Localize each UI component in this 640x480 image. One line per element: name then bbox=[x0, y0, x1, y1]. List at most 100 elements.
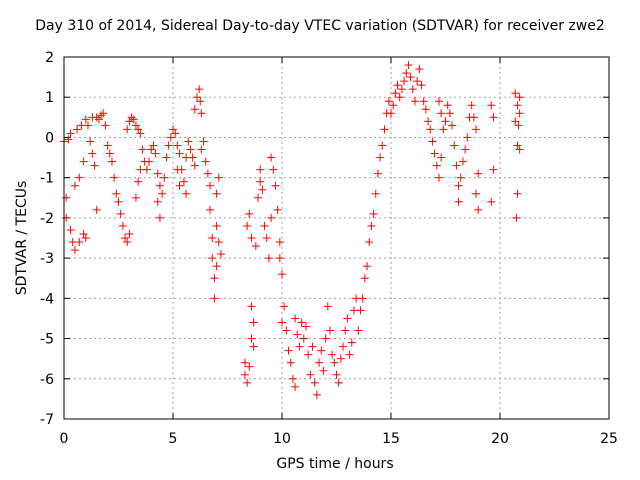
y-tick-label: 1 bbox=[45, 90, 54, 106]
data-point-marker bbox=[206, 181, 215, 190]
data-point-marker bbox=[345, 350, 354, 359]
data-point-marker bbox=[264, 254, 273, 263]
data-point-marker bbox=[134, 177, 143, 186]
data-point-marker bbox=[461, 145, 470, 154]
data-point-marker bbox=[158, 189, 167, 198]
data-point-marker bbox=[62, 213, 71, 222]
data-point-marker bbox=[321, 334, 330, 343]
data-point-marker bbox=[110, 173, 119, 182]
data-point-marker bbox=[212, 189, 221, 198]
data-point-marker bbox=[301, 322, 310, 331]
data-point-marker bbox=[66, 225, 75, 234]
data-point-marker bbox=[260, 221, 269, 230]
data-point-marker bbox=[363, 262, 372, 271]
data-point-marker bbox=[293, 330, 302, 339]
data-point-marker bbox=[280, 302, 289, 311]
data-point-marker bbox=[454, 181, 463, 190]
data-point-marker bbox=[169, 125, 177, 134]
y-tick-label: -4 bbox=[40, 291, 54, 307]
data-point-marker bbox=[103, 141, 112, 150]
data-point-marker bbox=[254, 193, 263, 202]
data-point-marker bbox=[131, 193, 140, 202]
data-point-marker bbox=[134, 125, 143, 134]
data-point-marker bbox=[175, 149, 184, 158]
data-point-marker bbox=[358, 294, 367, 303]
data-point-marker bbox=[212, 221, 221, 230]
data-point-marker bbox=[434, 97, 443, 106]
data-point-marker bbox=[421, 105, 430, 114]
x-tick-label: 15 bbox=[382, 431, 400, 447]
plot-frame bbox=[63, 56, 610, 420]
data-point-marker bbox=[463, 133, 472, 142]
data-point-marker bbox=[151, 149, 160, 158]
data-point-marker bbox=[273, 205, 282, 214]
data-point-marker bbox=[153, 197, 162, 206]
data-point-marker bbox=[441, 117, 450, 126]
data-point-marker bbox=[216, 250, 225, 259]
data-point-marker bbox=[448, 121, 457, 130]
data-point-marker bbox=[62, 193, 71, 202]
data-point-marker bbox=[489, 113, 498, 122]
data-point-marker bbox=[64, 135, 73, 144]
data-point-marker bbox=[376, 153, 385, 162]
data-point-marker bbox=[336, 354, 345, 363]
data-point-marker bbox=[487, 101, 496, 110]
data-point-marker bbox=[472, 125, 481, 134]
data-point-marker bbox=[369, 209, 378, 218]
data-point-marker bbox=[114, 197, 123, 206]
data-point-marker bbox=[417, 81, 426, 90]
y-tick-label: 0 bbox=[45, 130, 54, 146]
data-point-marker bbox=[179, 177, 188, 186]
data-point-marker bbox=[145, 157, 154, 166]
data-point-marker bbox=[284, 346, 293, 355]
data-point-marker bbox=[196, 97, 205, 106]
data-point-marker bbox=[162, 153, 171, 162]
data-point-marker bbox=[445, 109, 454, 118]
data-point-marker bbox=[511, 117, 520, 126]
data-point-marker bbox=[430, 149, 439, 158]
data-point-marker bbox=[186, 145, 195, 154]
data-point-marker bbox=[184, 137, 193, 146]
grid-layer bbox=[63, 56, 610, 420]
data-point-marker bbox=[354, 326, 363, 335]
data-point-marker bbox=[201, 157, 210, 166]
data-point-marker bbox=[116, 209, 125, 218]
data-point-marker bbox=[456, 173, 465, 182]
data-point-marker bbox=[171, 129, 180, 138]
data-point-marker bbox=[208, 234, 217, 242]
data-point-marker bbox=[258, 185, 267, 194]
data-point-marker bbox=[81, 234, 90, 242]
data-point-marker bbox=[92, 113, 101, 122]
x-tick-label: 0 bbox=[60, 431, 69, 447]
data-point-marker bbox=[452, 161, 461, 170]
data-point-marker bbox=[278, 318, 286, 327]
data-point-marker bbox=[347, 338, 356, 347]
data-point-marker bbox=[341, 326, 350, 335]
data-point-marker bbox=[164, 141, 173, 150]
data-point-marker bbox=[295, 342, 304, 351]
data-point-marker bbox=[105, 149, 114, 158]
data-point-marker bbox=[267, 213, 276, 222]
data-point-marker bbox=[256, 165, 265, 174]
data-point-marker bbox=[513, 101, 522, 110]
data-point-marker bbox=[304, 350, 313, 359]
data-point-marker bbox=[142, 165, 151, 174]
data-point-marker bbox=[328, 350, 337, 359]
x-tick-label: 10 bbox=[273, 431, 291, 447]
data-point-marker bbox=[123, 238, 132, 247]
data-point-marker bbox=[387, 109, 395, 118]
y-tick-label: -1 bbox=[40, 171, 54, 187]
data-point-marker bbox=[282, 326, 291, 335]
data-point-marker bbox=[70, 181, 79, 190]
data-point-marker bbox=[371, 189, 380, 198]
data-point-marker bbox=[127, 113, 136, 122]
data-points bbox=[60, 61, 524, 399]
data-point-marker bbox=[317, 346, 326, 355]
data-point-marker bbox=[247, 234, 256, 242]
data-point-marker bbox=[197, 109, 206, 118]
data-point-marker bbox=[149, 141, 158, 150]
data-point-marker bbox=[240, 370, 249, 379]
data-point-marker bbox=[249, 342, 258, 351]
data-point-marker bbox=[90, 161, 99, 170]
